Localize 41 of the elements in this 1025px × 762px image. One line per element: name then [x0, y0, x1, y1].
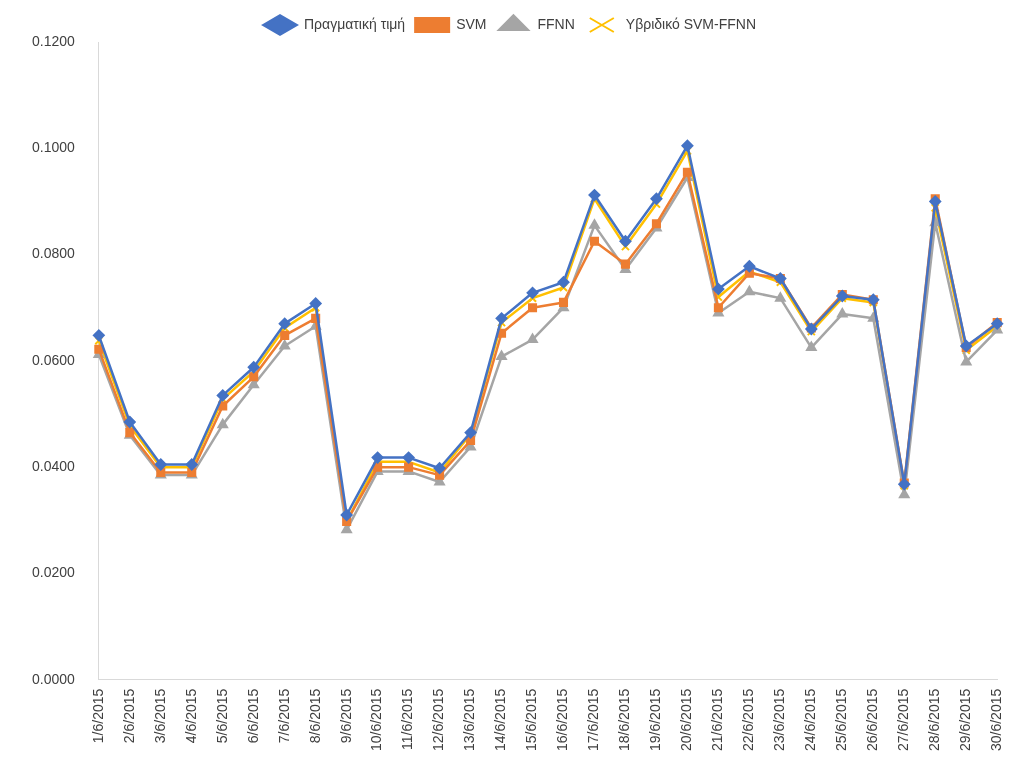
x-tick-label: 28/6/2015 [926, 688, 943, 752]
x-tick-label: 18/6/2015 [616, 688, 633, 752]
x-tick-label: 22/6/2015 [740, 688, 757, 752]
x-tick-label: 17/6/2015 [585, 688, 602, 752]
x-tick-label: 5/6/2015 [213, 688, 230, 744]
x-tick-label: 25/6/2015 [833, 688, 850, 752]
x-tick-label: 14/6/2015 [492, 688, 509, 752]
x-tick-label: 7/6/2015 [275, 688, 292, 744]
x-tick-label: 8/6/2015 [306, 688, 323, 744]
legend-label: Πραγματική τιμή [304, 15, 406, 32]
x-tick-label: 26/6/2015 [864, 688, 881, 752]
x-tick-label: 24/6/2015 [802, 688, 819, 752]
x-tick-label: 11/6/2015 [399, 688, 416, 750]
x-tick-label: 1/6/2015 [89, 688, 106, 744]
legend-label: Υβριδικό SVM-FFNN [625, 15, 756, 32]
y-tick-label: 0.0200 [31, 564, 76, 581]
x-tick-label: 21/6/2015 [709, 688, 726, 752]
x-tick-label: 10/6/2015 [368, 688, 385, 752]
x-tick-label: 23/6/2015 [771, 688, 788, 752]
x-tick-label: 29/6/2015 [957, 688, 974, 752]
x-tick-label: 12/6/2015 [430, 688, 447, 752]
x-tick-label: 16/6/2015 [554, 688, 571, 752]
x-tick-label: 6/6/2015 [244, 688, 261, 744]
legend-label: FFNN [537, 15, 575, 32]
y-tick-label: 0.0400 [31, 458, 76, 474]
x-tick-label: 9/6/2015 [337, 688, 354, 744]
x-tick-label: 15/6/2015 [523, 688, 540, 752]
x-tick-label: 3/6/2015 [151, 688, 168, 744]
y-tick-label: 0.1200 [31, 32, 76, 49]
legend-label: SVM [456, 15, 487, 32]
y-tick-label: 0.0800 [31, 245, 76, 262]
x-tick-label: 20/6/2015 [678, 688, 695, 752]
y-tick-label: 0.0600 [31, 351, 76, 368]
x-tick-label: 13/6/2015 [461, 688, 478, 752]
x-tick-label: 27/6/2015 [895, 688, 912, 752]
x-tick-label: 30/6/2015 [988, 688, 1005, 752]
y-tick-label: 0.0000 [31, 670, 76, 687]
y-tick-label: 0.1000 [31, 139, 76, 156]
x-tick-label: 2/6/2015 [120, 688, 137, 744]
x-tick-label: 4/6/2015 [182, 688, 199, 744]
x-tick-label: 19/6/2015 [647, 688, 664, 752]
